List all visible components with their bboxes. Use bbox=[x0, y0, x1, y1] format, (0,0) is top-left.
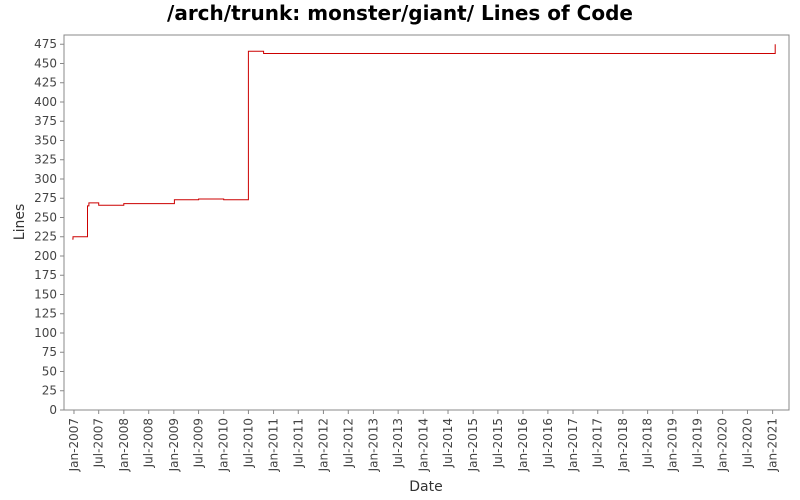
y-tick-label: 175 bbox=[34, 268, 57, 282]
series-layer bbox=[72, 44, 776, 240]
x-tick-label: Jul-2019 bbox=[690, 418, 704, 468]
x-tick-label: Jan-2019 bbox=[666, 418, 680, 472]
x-tick-label: Jan-2016 bbox=[516, 418, 530, 472]
x-tick-label: Jan-2009 bbox=[167, 418, 181, 472]
x-tick-label: Jan-2021 bbox=[766, 418, 780, 472]
y-tick-label: 375 bbox=[34, 114, 57, 128]
x-tick-label: Jan-2010 bbox=[217, 418, 231, 472]
x-tick-label: Jul-2014 bbox=[441, 418, 455, 468]
plot-area-border bbox=[63, 34, 790, 411]
y-tick-label: 50 bbox=[42, 364, 57, 378]
x-tick-label: Jul-2011 bbox=[291, 418, 305, 468]
y-tick-label: 275 bbox=[34, 191, 57, 205]
x-tick-label: Jan-2013 bbox=[366, 418, 380, 472]
chart-title: /arch/trunk: monster/giant/ Lines of Cod… bbox=[167, 1, 633, 25]
x-tick-label: Jan-2015 bbox=[466, 418, 480, 472]
y-tick-label: 350 bbox=[34, 133, 57, 147]
x-tick-label: Jan-2007 bbox=[67, 418, 81, 472]
x-tick-label: Jul-2010 bbox=[241, 418, 255, 468]
y-tick-label: 200 bbox=[34, 249, 57, 263]
x-axis-ticks: Jan-2007 Jul-2007 Jan-2008 Jul-2008 Jan-2009… bbox=[67, 410, 780, 472]
x-tick-label: Jan-2011 bbox=[267, 418, 281, 472]
y-tick-label: 225 bbox=[34, 230, 57, 244]
y-tick-label: 250 bbox=[34, 210, 57, 224]
y-tick-label: 475 bbox=[34, 37, 57, 51]
x-tick-label: Jul-2013 bbox=[391, 418, 405, 468]
x-tick-label: Jan-2020 bbox=[716, 418, 730, 472]
x-tick-label: Jan-2012 bbox=[316, 418, 330, 472]
y-tick-label: 325 bbox=[34, 153, 57, 167]
y-tick-label: 25 bbox=[42, 384, 57, 398]
series-line bbox=[72, 44, 776, 240]
y-tick-label: 125 bbox=[34, 307, 57, 321]
x-axis-title: Date bbox=[409, 479, 442, 495]
y-tick-label: 425 bbox=[34, 76, 57, 90]
y-tick-label: 150 bbox=[34, 287, 57, 301]
y-tick-label: 300 bbox=[34, 172, 57, 186]
x-tick-label: Jan-2018 bbox=[616, 418, 630, 472]
x-tick-label: Jul-2012 bbox=[341, 418, 355, 468]
x-tick-label: Jul-2017 bbox=[591, 418, 605, 468]
x-tick-label: Jul-2015 bbox=[491, 418, 505, 468]
y-tick-label: 400 bbox=[34, 95, 57, 109]
x-tick-label: Jan-2014 bbox=[416, 418, 430, 472]
x-tick-label: Jan-2017 bbox=[566, 418, 580, 472]
y-tick-label: 100 bbox=[34, 326, 57, 340]
x-tick-label: Jul-2018 bbox=[641, 418, 655, 468]
x-tick-label: Jul-2008 bbox=[142, 418, 156, 468]
y-axis-ticks: 0 25 50 75 100 125 150 175 200 225 250 275 300 325 350… bbox=[34, 37, 64, 417]
y-tick-label: 450 bbox=[34, 56, 57, 70]
y-tick-label: 0 bbox=[49, 403, 57, 417]
x-tick-label: Jul-2007 bbox=[92, 418, 106, 468]
x-tick-label: Jul-2009 bbox=[192, 418, 206, 468]
x-tick-label: Jul-2020 bbox=[740, 418, 754, 468]
y-tick-label: 75 bbox=[42, 345, 57, 359]
x-tick-label: Jan-2008 bbox=[117, 418, 131, 472]
y-axis-title: Lines bbox=[12, 204, 28, 240]
x-tick-label: Jul-2016 bbox=[541, 418, 555, 468]
